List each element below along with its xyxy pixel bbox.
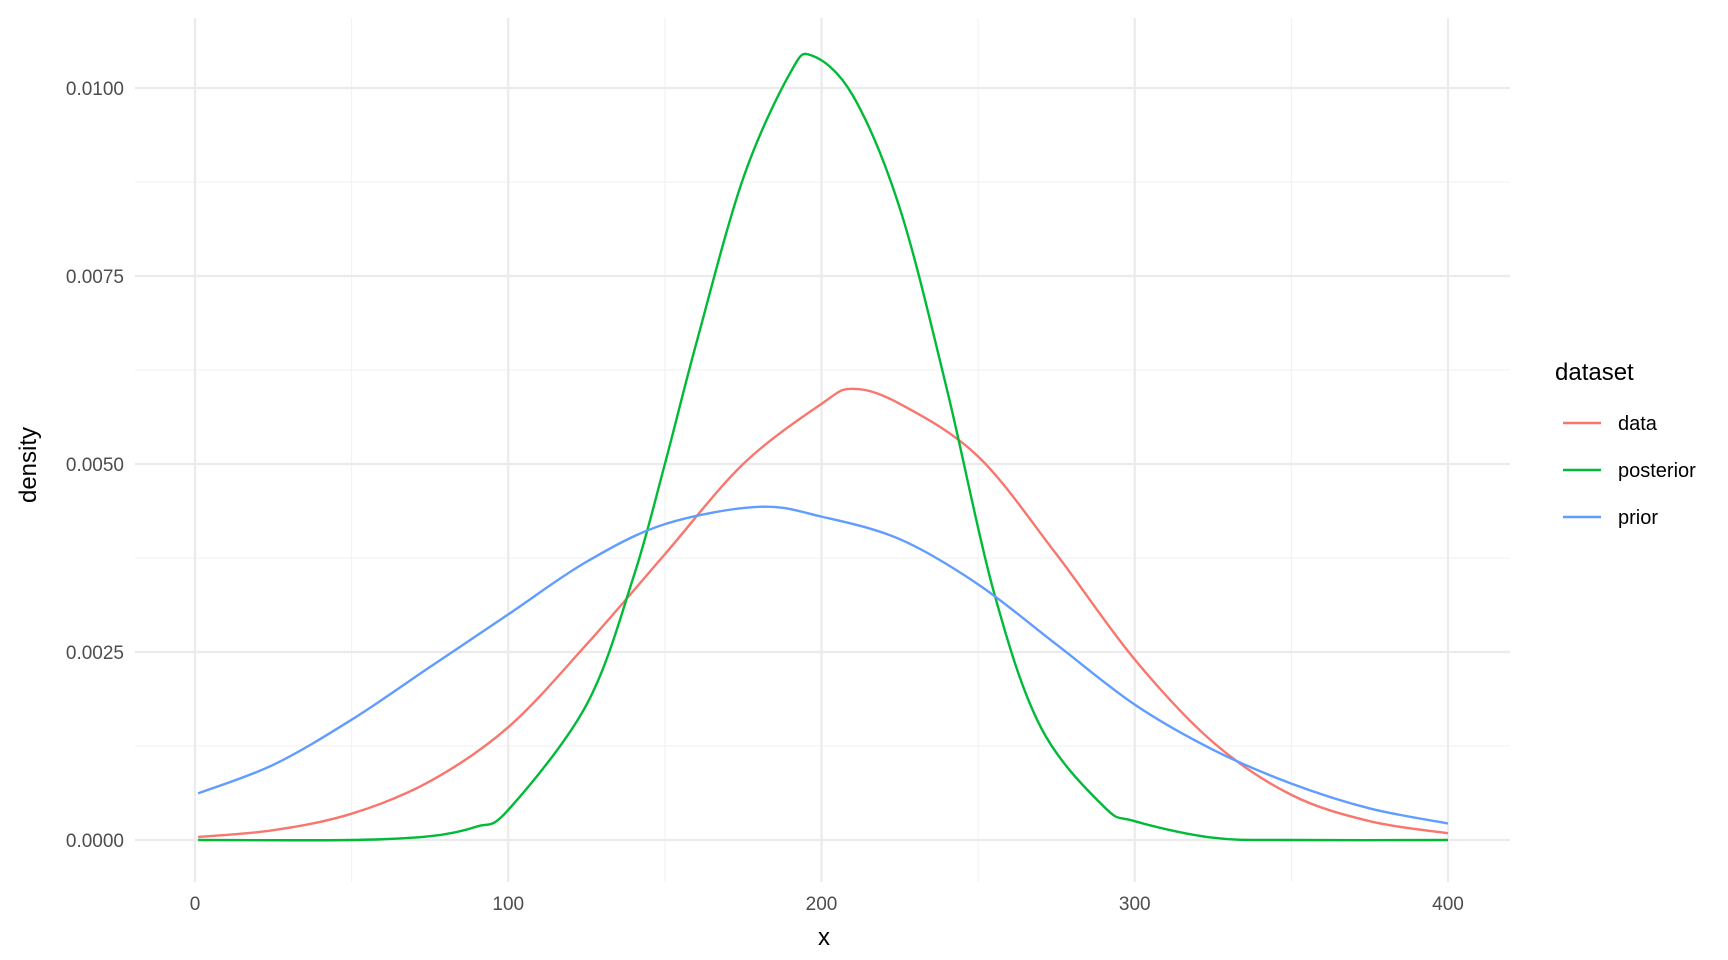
series-line-prior xyxy=(197,505,1449,825)
legend-label-data: data xyxy=(1618,413,1658,435)
series-line-posterior xyxy=(198,52,1449,842)
x-axis-title: x xyxy=(818,924,830,951)
series-line-data xyxy=(198,387,1449,839)
x-tick-label: 100 xyxy=(492,894,524,915)
legend-title: dataset xyxy=(1555,359,1634,386)
y-tick-label: 0.0050 xyxy=(66,455,124,476)
y-tick-label: 0.0025 xyxy=(66,643,124,664)
y-tick-label: 0.0100 xyxy=(66,79,124,100)
major-gridlines xyxy=(135,18,1510,882)
legend-label-prior: prior xyxy=(1618,507,1658,529)
x-tick-label: 400 xyxy=(1432,894,1464,915)
x-axis-ticks: 0 100 200 300 400 xyxy=(190,894,1464,915)
x-tick-label: 0 xyxy=(190,894,201,915)
legend-label-posterior: posterior xyxy=(1618,460,1696,482)
y-tick-label: 0.0000 xyxy=(66,831,124,852)
series-lines xyxy=(197,52,1449,842)
x-tick-label: 200 xyxy=(806,894,838,915)
y-axis-ticks: 0.0000 0.0025 0.0050 0.0075 0.0100 xyxy=(66,79,124,852)
legend: dataset data posterior prior xyxy=(1555,359,1696,529)
x-tick-label: 300 xyxy=(1119,894,1151,915)
y-axis-title: density xyxy=(15,427,42,503)
y-tick-label: 0.0075 xyxy=(66,267,124,288)
